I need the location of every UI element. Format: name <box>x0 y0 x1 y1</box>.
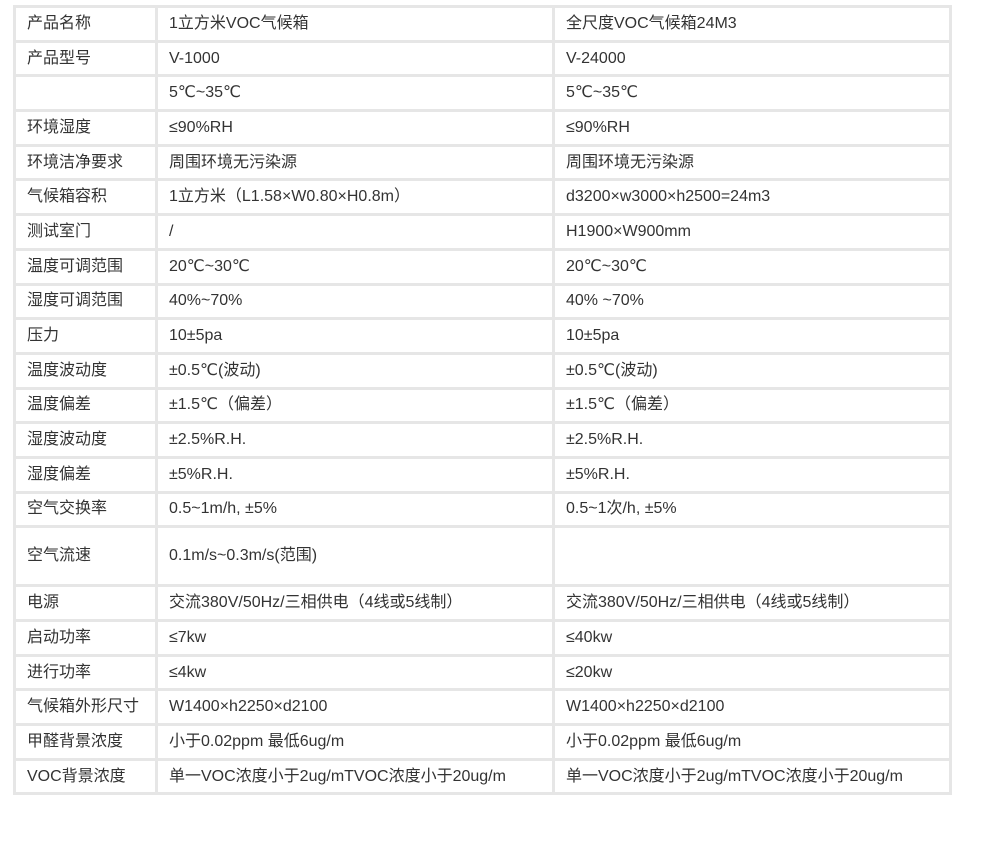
value-model-1: W1400×h2250×d2100 <box>155 688 555 727</box>
spec-table: 产品名称 1立方米VOC气候箱 全尺度VOC气候箱24M3 产品型号 V-1000 V-2… <box>13 5 952 796</box>
table-row: 湿度可调范围 40%~70% 40% ~70% <box>13 282 952 321</box>
row-label: VOC背景浓度 <box>13 757 158 796</box>
value-model-2: 小于0.02ppm 最低6ug/m <box>552 723 952 761</box>
value-model-1: ≤90%RH <box>155 109 555 147</box>
table-row: 压力 10±5pa 10±5pa <box>13 317 952 355</box>
value-model-1: ±1.5℃（偏差） <box>155 386 555 425</box>
table-row: 空气流速 0.1m/s~0.3m/s(范围) <box>13 525 952 588</box>
value-model-2: d3200×w3000×h2500=24m3 <box>552 178 952 217</box>
row-label: 电源 <box>13 584 158 622</box>
value-model-1: 1立方米VOC气候箱 <box>155 5 555 43</box>
table-row: 温度可调范围 20℃~30℃ 20℃~30℃ <box>13 247 952 286</box>
value-model-2: 20℃~30℃ <box>552 247 952 286</box>
value-model-1: 交流380V/50Hz/三相供电（4线或5线制） <box>155 584 555 622</box>
value-model-1: ≤7kw <box>155 619 555 657</box>
row-label: 甲醛背景浓度 <box>13 723 158 761</box>
table-row: 湿度偏差 ±5%R.H. ±5%R.H. <box>13 455 952 494</box>
table-row: 温度偏差 ±1.5℃（偏差） ±1.5℃（偏差） <box>13 386 952 425</box>
value-model-2: ≤40kw <box>552 619 952 657</box>
value-model-2: 周围环境无污染源 <box>552 143 952 182</box>
value-model-1: 周围环境无污染源 <box>155 143 555 182</box>
table-row: 湿度波动度 ±2.5%R.H. ±2.5%R.H. <box>13 421 952 459</box>
row-label: 湿度偏差 <box>13 455 158 494</box>
row-label: 气候箱容积 <box>13 178 158 217</box>
row-label: 压力 <box>13 317 158 355</box>
table-row: 环境湿度 ≤90%RH ≤90%RH <box>13 109 952 147</box>
value-model-1: 单一VOC浓度小于2ug/mTVOC浓度小于20ug/m <box>155 757 555 796</box>
value-model-1: 40%~70% <box>155 282 555 321</box>
row-label: 湿度可调范围 <box>13 282 158 321</box>
value-model-2: 全尺度VOC气候箱24M3 <box>552 5 952 43</box>
row-label: 气候箱外形尺寸 <box>13 688 158 727</box>
value-model-2: 单一VOC浓度小于2ug/mTVOC浓度小于20ug/m <box>552 757 952 796</box>
row-label: 产品名称 <box>13 5 158 43</box>
row-label: 温度可调范围 <box>13 247 158 286</box>
value-model-2: 40% ~70% <box>552 282 952 321</box>
value-model-2: W1400×h2250×d2100 <box>552 688 952 727</box>
value-model-1: 1立方米（L1.58×W0.80×H0.8m） <box>155 178 555 217</box>
table-row: 温度波动度 ±0.5℃(波动) ±0.5℃(波动) <box>13 351 952 390</box>
value-model-1: 5℃~35℃ <box>155 74 555 113</box>
value-model-2: H1900×W900mm <box>552 213 952 251</box>
row-label: 进行功率 <box>13 653 158 692</box>
table-row: 气候箱容积 1立方米（L1.58×W0.80×H0.8m） d3200×w3000×… <box>13 178 952 217</box>
value-model-2: 0.5~1次/h, ±5% <box>552 490 952 529</box>
row-label <box>13 74 158 113</box>
row-label: 温度波动度 <box>13 351 158 390</box>
table-row: 环境洁净要求 周围环境无污染源 周围环境无污染源 <box>13 143 952 182</box>
value-model-1: 10±5pa <box>155 317 555 355</box>
value-model-1: ≤4kw <box>155 653 555 692</box>
row-label: 空气交换率 <box>13 490 158 529</box>
table-row: 产品名称 1立方米VOC气候箱 全尺度VOC气候箱24M3 <box>13 5 952 43</box>
row-label: 湿度波动度 <box>13 421 158 459</box>
table-row: 电源 交流380V/50Hz/三相供电（4线或5线制） 交流380V/50Hz/三相… <box>13 584 952 622</box>
value-model-1: / <box>155 213 555 251</box>
value-model-1: 小于0.02ppm 最低6ug/m <box>155 723 555 761</box>
row-label: 温度偏差 <box>13 386 158 425</box>
row-label: 测试室门 <box>13 213 158 251</box>
table-row: 空气交换率 0.5~1m/h, ±5% 0.5~1次/h, ±5% <box>13 490 952 529</box>
value-model-1: 0.5~1m/h, ±5% <box>155 490 555 529</box>
value-model-2: ±2.5%R.H. <box>552 421 952 459</box>
value-model-2: ±0.5℃(波动) <box>552 351 952 390</box>
value-model-2: 交流380V/50Hz/三相供电（4线或5线制） <box>552 584 952 622</box>
value-model-2 <box>552 525 952 588</box>
table-row: 甲醛背景浓度 小于0.02ppm 最低6ug/m 小于0.02ppm 最低6ug/m <box>13 723 952 761</box>
value-model-1: 0.1m/s~0.3m/s(范围) <box>155 525 555 588</box>
value-model-2: ±5%R.H. <box>552 455 952 494</box>
row-label: 环境湿度 <box>13 109 158 147</box>
table-row: 气候箱外形尺寸 W1400×h2250×d2100 W1400×h2250×d210… <box>13 688 952 727</box>
value-model-2: ±1.5℃（偏差） <box>552 386 952 425</box>
table-row: VOC背景浓度 单一VOC浓度小于2ug/mTVOC浓度小于20ug/m 单一VOC… <box>13 757 952 796</box>
value-model-1: 20℃~30℃ <box>155 247 555 286</box>
value-model-1: ±0.5℃(波动) <box>155 351 555 390</box>
value-model-2: 5℃~35℃ <box>552 74 952 113</box>
value-model-2: ≤20kw <box>552 653 952 692</box>
table-row: 进行功率 ≤4kw ≤20kw <box>13 653 952 692</box>
table-row: 产品型号 V-1000 V-24000 <box>13 39 952 78</box>
value-model-2: V-24000 <box>552 39 952 78</box>
row-label: 空气流速 <box>13 525 158 588</box>
table-row: 5℃~35℃ 5℃~35℃ <box>13 74 952 113</box>
row-label: 产品型号 <box>13 39 158 78</box>
row-label: 环境洁净要求 <box>13 143 158 182</box>
value-model-2: 10±5pa <box>552 317 952 355</box>
table-row: 启动功率 ≤7kw ≤40kw <box>13 619 952 657</box>
value-model-2: ≤90%RH <box>552 109 952 147</box>
value-model-1: V-1000 <box>155 39 555 78</box>
table-row: 测试室门 / H1900×W900mm <box>13 213 952 251</box>
value-model-1: ±5%R.H. <box>155 455 555 494</box>
value-model-1: ±2.5%R.H. <box>155 421 555 459</box>
row-label: 启动功率 <box>13 619 158 657</box>
